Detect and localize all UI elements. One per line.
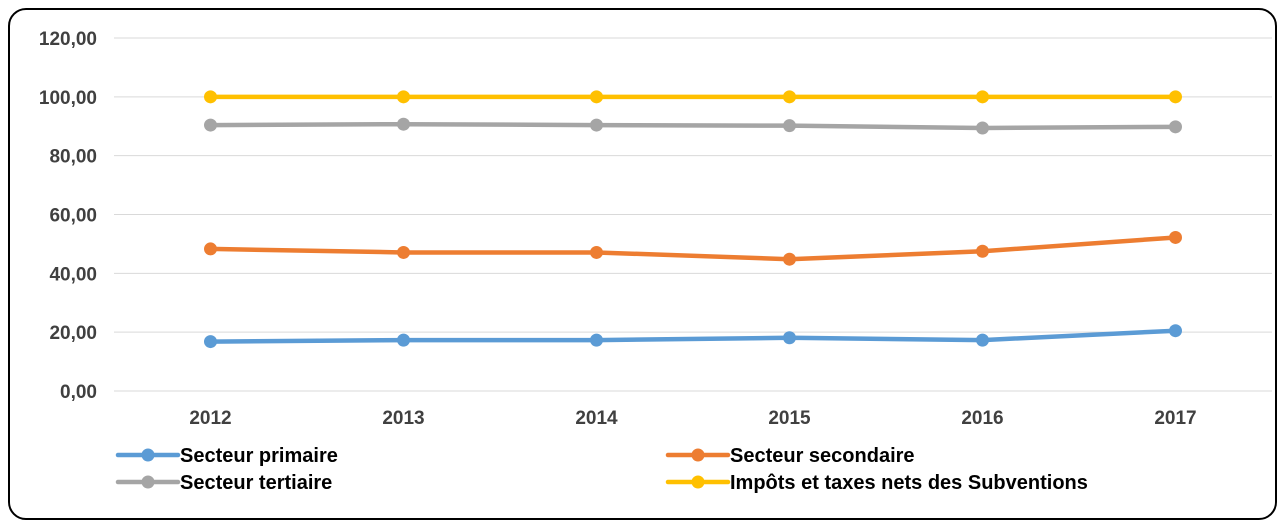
data-point: [976, 90, 989, 104]
x-tick-label: 2013: [382, 408, 424, 429]
y-tick-label: 100,00: [39, 88, 97, 109]
x-tick-label: 2015: [768, 408, 811, 429]
data-point: [204, 118, 217, 132]
x-tick-label: 2014: [575, 408, 618, 429]
legend-swatch-marker: [141, 475, 155, 489]
data-point: [397, 117, 410, 131]
legend-label: Secteur secondaire: [730, 445, 915, 467]
chart-frame: [8, 8, 1277, 520]
data-point: [204, 242, 217, 256]
y-tick-label: 60,00: [49, 206, 97, 227]
data-point: [1169, 324, 1182, 338]
y-tick-label: 120,00: [39, 29, 97, 50]
data-point: [783, 331, 796, 345]
data-point: [976, 121, 989, 135]
legend-label: Secteur primaire: [180, 445, 338, 467]
legend-swatch-marker: [691, 448, 705, 462]
data-point: [590, 90, 603, 104]
y-tick-label: 0,00: [60, 382, 97, 403]
data-point: [397, 90, 410, 104]
data-point: [204, 335, 217, 349]
data-point: [1169, 230, 1182, 244]
legend-swatch-marker: [691, 475, 705, 489]
series-line: [208, 121, 1178, 131]
y-tick-label: 40,00: [49, 264, 97, 285]
y-tick-label: 20,00: [49, 323, 97, 344]
data-point: [783, 252, 796, 266]
data-point: [590, 333, 603, 347]
data-point: [590, 118, 603, 132]
data-point: [976, 333, 989, 347]
y-tick-label: 80,00: [49, 147, 97, 168]
x-tick-label: 2017: [1154, 408, 1196, 429]
data-point: [1169, 120, 1182, 134]
x-tick-label: 2016: [961, 408, 1003, 429]
legend-swatch-marker: [141, 448, 155, 462]
data-point: [204, 90, 217, 104]
series-line: [208, 235, 1178, 262]
data-point: [976, 244, 989, 258]
series-line: [208, 328, 1178, 344]
legend-label: Secteur tertiaire: [180, 472, 332, 494]
data-point: [397, 333, 410, 347]
data-point: [783, 90, 796, 104]
x-tick-label: 2012: [189, 408, 231, 429]
data-point: [590, 245, 603, 259]
legend-label: Impôts et taxes nets des Subventions: [730, 472, 1088, 494]
data-point: [783, 119, 796, 133]
data-point: [397, 245, 410, 259]
data-point: [1169, 90, 1182, 104]
